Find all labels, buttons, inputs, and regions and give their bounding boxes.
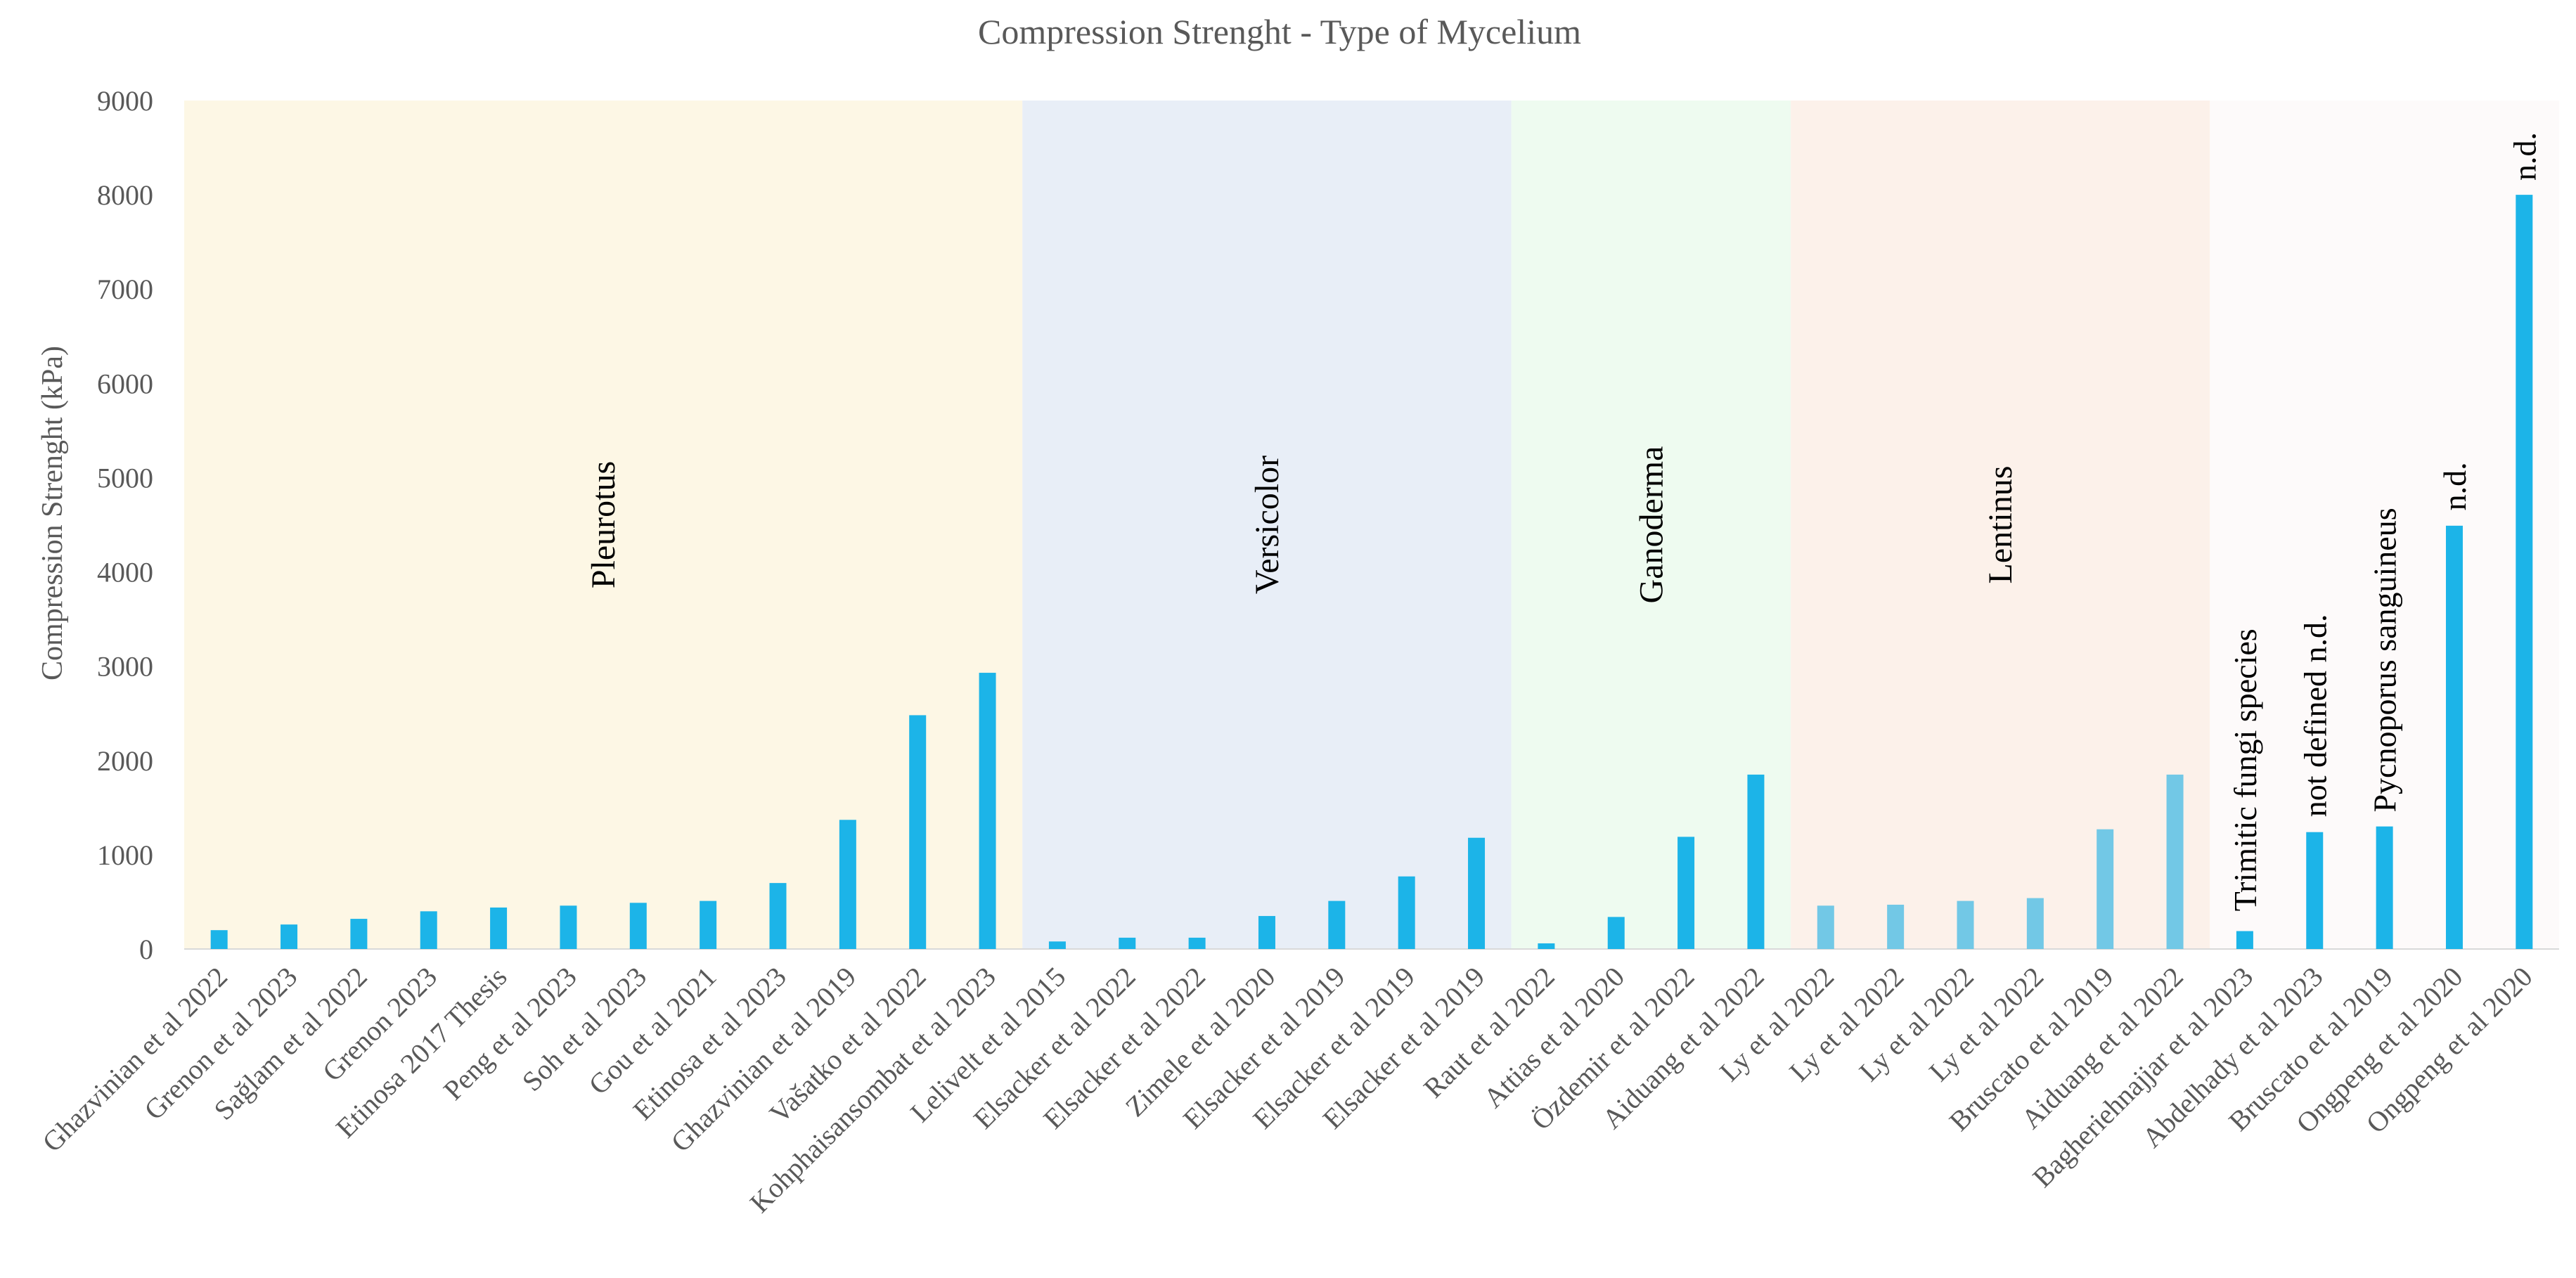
bar — [700, 901, 717, 949]
bar — [2166, 774, 2184, 949]
bar — [1887, 904, 1905, 949]
y-tick-label: 7000 — [97, 273, 153, 305]
group-band-pleurotus — [184, 101, 1023, 949]
y-tick-label: 1000 — [97, 839, 153, 871]
y-tick-label: 0 — [139, 934, 153, 965]
bar — [1258, 916, 1275, 949]
bar — [281, 924, 298, 949]
bar — [210, 930, 228, 949]
bar — [2306, 832, 2324, 949]
bar — [629, 903, 647, 949]
y-tick-label: 2000 — [97, 745, 153, 777]
y-tick-label: 3000 — [97, 651, 153, 683]
group-backgrounds — [184, 101, 2559, 949]
bar — [2236, 931, 2253, 949]
bar — [979, 673, 996, 949]
bar — [1398, 876, 1415, 949]
bars — [210, 195, 2533, 950]
y-tick-label: 9000 — [97, 85, 153, 117]
bar — [1538, 943, 1555, 949]
bar — [1328, 901, 1346, 949]
bar — [2516, 195, 2533, 950]
bar — [1468, 837, 1486, 949]
bar — [909, 715, 927, 949]
bar — [1188, 937, 1206, 949]
bar — [839, 820, 856, 949]
y-tick-label: 4000 — [97, 557, 153, 588]
group-label-versicolor: Versicolor — [1249, 456, 1286, 594]
group-band-lentinus — [1791, 101, 2210, 949]
bar — [769, 883, 787, 949]
bar — [420, 911, 437, 949]
bar — [1607, 917, 1625, 949]
bar-annotation: n.d. — [2437, 462, 2473, 510]
group-band-ganoderma — [1511, 101, 1791, 949]
bar — [1747, 774, 1765, 949]
bar — [2097, 829, 2114, 949]
bar — [1048, 941, 1066, 949]
group-label-pleurotus: Pleurotus — [585, 461, 622, 588]
group-label-lentinus: Lentinus — [1982, 466, 2019, 584]
bar — [1957, 901, 1974, 949]
bar — [1119, 937, 1136, 949]
group-band-other — [2210, 101, 2559, 949]
bar — [2026, 898, 2044, 949]
bar — [1677, 837, 1695, 949]
y-tick-label: 8000 — [97, 179, 153, 211]
bar — [560, 905, 577, 949]
bar — [2376, 826, 2393, 949]
y-tick-label: 6000 — [97, 368, 153, 399]
chart-title: Compression Strenght - Type of Mycelium — [978, 12, 1581, 51]
bar — [490, 907, 508, 949]
y-tick-label: 5000 — [97, 462, 153, 493]
bar-annotation: Trimitic fungi species — [2227, 628, 2263, 911]
bar — [2445, 525, 2463, 949]
bar — [1817, 905, 1834, 949]
group-label-ganoderma: Ganoderma — [1632, 446, 1670, 604]
bar-annotation: not defined n.d. — [2297, 614, 2333, 818]
bar-annotation: Pycnoporus sanguineus — [2367, 508, 2403, 812]
y-axis-label: Compression Strenght (kPa) — [37, 346, 69, 680]
group-band-versicolor — [1022, 101, 1512, 949]
bar — [350, 919, 368, 949]
bar-annotation: n.d. — [2506, 132, 2542, 181]
